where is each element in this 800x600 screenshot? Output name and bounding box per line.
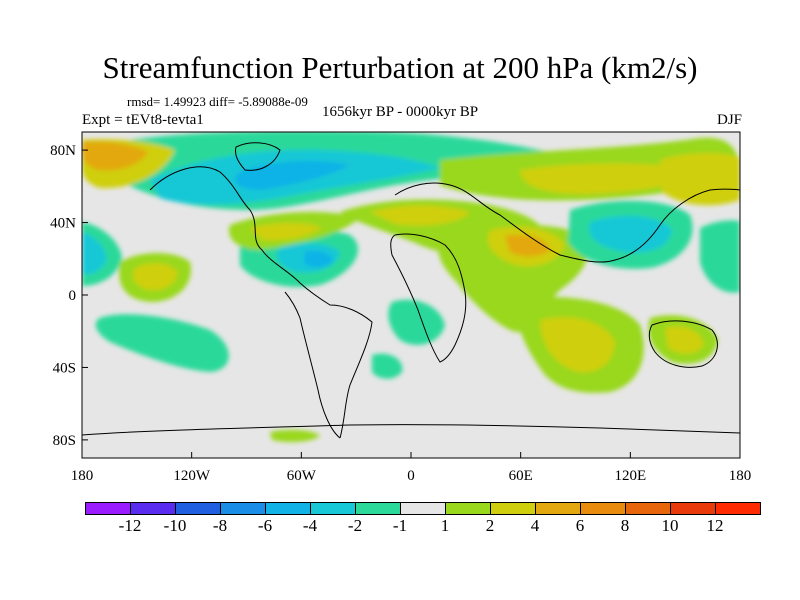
contour-region-pos <box>250 222 322 241</box>
coastline <box>394 182 740 263</box>
x-tick-label: 180 <box>729 468 752 484</box>
contour-region-neg <box>388 299 445 345</box>
contour-region-neg <box>235 160 350 190</box>
chart-title: Streamfunction Perturbation at 200 hPa (… <box>102 50 698 85</box>
contour-region-neg <box>95 314 229 372</box>
colorbar-level-label: 2 <box>485 516 495 535</box>
coastline <box>390 233 467 363</box>
x-tick-label: 60W <box>287 468 317 484</box>
contour-region-neg <box>589 215 672 253</box>
contour-region-neg <box>82 232 107 275</box>
colorbar-level-label: 4 <box>530 516 540 535</box>
colorbar-level-label: 12 <box>706 516 724 535</box>
colorbar-box <box>715 502 761 515</box>
colorbar-box <box>265 502 311 515</box>
colorbar-level-label: -2 <box>347 516 363 535</box>
x-tick-label: 120W <box>173 468 211 484</box>
colorbar-box <box>220 502 266 515</box>
coastline <box>648 320 718 368</box>
period-label: 1656kyr BP - 0000kyr BP <box>322 104 479 120</box>
colorbar <box>85 502 761 515</box>
season-label: DJF <box>716 112 742 128</box>
contour-region-pos <box>540 316 615 373</box>
colorbar-box <box>625 502 671 515</box>
contour-region-pos <box>370 205 470 226</box>
coastline <box>235 142 281 171</box>
contour-region-pos <box>505 234 550 257</box>
colorbar-level-label: -4 <box>302 516 318 535</box>
y-tick-label: 0 <box>69 288 77 304</box>
colorbar-box <box>670 502 716 515</box>
colorbar-level-label: 10 <box>661 516 679 535</box>
colorbar-box <box>175 502 221 515</box>
colorbar-box <box>445 502 491 515</box>
x-tick-label: 0 <box>407 468 415 484</box>
colorbar-level-label: -10 <box>163 516 187 535</box>
colorbar-box <box>310 502 356 515</box>
y-tick-label: 40S <box>53 360 76 376</box>
contour-region-pos <box>665 326 704 354</box>
x-tick-label: 60E <box>509 468 533 484</box>
colorbar-box <box>85 502 131 515</box>
colorbar-level-label: -8 <box>212 516 228 535</box>
colorbar-box <box>535 502 581 515</box>
contour-region-pos <box>660 153 740 206</box>
contour-region-pos <box>270 429 320 443</box>
colorbar-level-label: 8 <box>620 516 630 535</box>
contour-region-neg <box>372 353 403 379</box>
coastline <box>82 424 740 436</box>
y-tick-label: 80N <box>50 143 76 159</box>
colorbar-box <box>400 502 446 515</box>
y-tick-label: 80S <box>53 433 76 449</box>
contour-region-neg <box>304 250 333 268</box>
colorbar-box <box>355 502 401 515</box>
colorbar-level-label: -12 <box>118 516 142 535</box>
x-tick-label: 180 <box>71 468 94 484</box>
colorbar-level-label: 6 <box>575 516 585 535</box>
coastline <box>284 291 341 439</box>
colorbar-box <box>580 502 626 515</box>
rmsd-diff-stats: rmsd= 1.49923 diff= -5.89088e-09 <box>127 94 308 109</box>
experiment-label: Expt = tEVt8-tevta1 <box>82 112 204 128</box>
contour-region-pos <box>520 163 700 195</box>
colorbar-level-label: -6 <box>257 516 273 535</box>
y-tick-label: 40N <box>50 216 76 232</box>
contour-region-neg <box>700 220 740 293</box>
x-tick-label: 120E <box>614 468 646 484</box>
colorbar-level-label: -1 <box>392 516 408 535</box>
coastline <box>149 166 373 439</box>
colorbar-level-label: 1 <box>440 516 450 535</box>
colorbar-box <box>490 502 536 515</box>
colorbar-labels: -12 -10 -8 -6 -4 -2 -1 1 2 4 6 8 10 12 <box>0 516 800 540</box>
colorbar-box <box>130 502 176 515</box>
contour-region-pos <box>133 263 178 291</box>
contour-region-pos <box>82 141 148 171</box>
